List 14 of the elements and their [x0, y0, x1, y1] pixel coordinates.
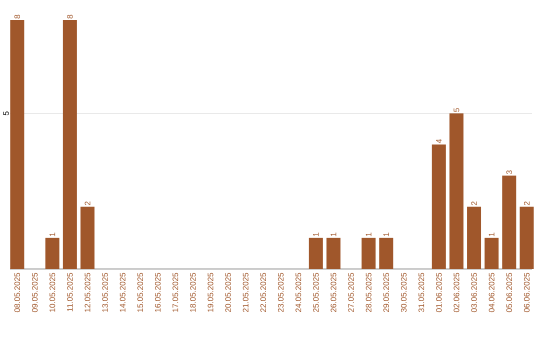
bar [80, 206, 94, 269]
bar [467, 206, 482, 269]
bar [45, 238, 60, 269]
bar [379, 238, 394, 269]
bar [326, 238, 340, 269]
bar [449, 113, 464, 269]
bar [308, 238, 323, 269]
bar [10, 20, 24, 269]
bar [502, 176, 516, 269]
bar [520, 206, 534, 269]
bar [362, 238, 376, 269]
bar [432, 144, 446, 269]
bar [62, 20, 77, 269]
bar [484, 238, 499, 269]
